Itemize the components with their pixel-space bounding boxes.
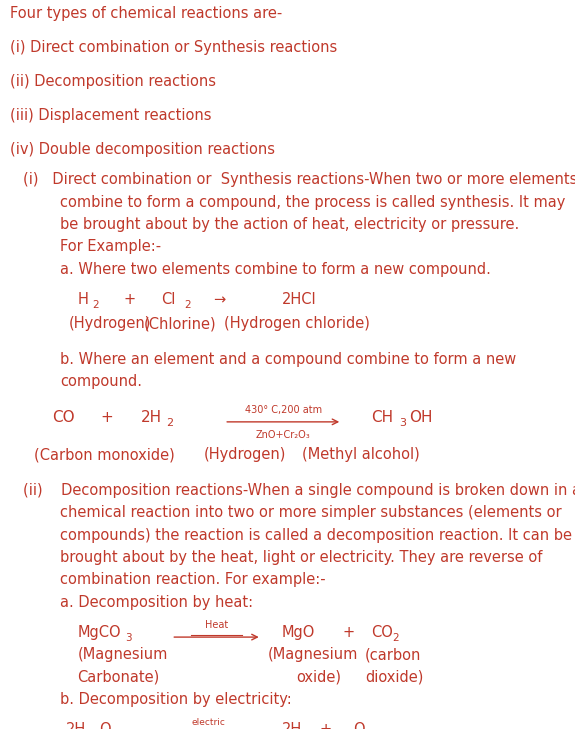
Text: +: + <box>319 722 331 729</box>
Text: (iv) Double decomposition reactions: (iv) Double decomposition reactions <box>10 142 275 157</box>
Text: 2H: 2H <box>66 722 86 729</box>
Text: brought about by the heat, light or electricity. They are reverse of: brought about by the heat, light or elec… <box>60 550 543 565</box>
Text: ZnO+Cr₂O₃: ZnO+Cr₂O₃ <box>256 430 310 440</box>
Text: 2: 2 <box>166 418 173 428</box>
Text: dioxide): dioxide) <box>365 670 424 685</box>
Text: MgO: MgO <box>282 625 315 640</box>
Text: b. Where an element and a compound combine to form a new: b. Where an element and a compound combi… <box>60 352 516 367</box>
Text: For Example:-: For Example:- <box>60 239 162 254</box>
Text: a. Where two elements combine to form a new compound.: a. Where two elements combine to form a … <box>60 262 491 276</box>
Text: (Methyl alcohol): (Methyl alcohol) <box>302 448 420 462</box>
Text: Heat: Heat <box>205 620 228 630</box>
Text: CH: CH <box>371 410 393 425</box>
Text: Four types of chemical reactions are-: Four types of chemical reactions are- <box>10 7 282 21</box>
Text: 2: 2 <box>184 300 191 310</box>
Text: (Hydrogen): (Hydrogen) <box>69 316 151 331</box>
Text: (Chlorine): (Chlorine) <box>144 316 216 331</box>
Text: (Carbon monoxide): (Carbon monoxide) <box>34 448 175 462</box>
Text: 2H: 2H <box>141 410 162 425</box>
Text: compound.: compound. <box>60 374 143 389</box>
Text: 3: 3 <box>125 633 132 643</box>
Text: compounds) the reaction is called a decomposition reaction. It can be: compounds) the reaction is called a deco… <box>60 528 572 543</box>
Text: (Hydrogen): (Hydrogen) <box>204 448 286 462</box>
Text: 3: 3 <box>400 418 407 428</box>
Text: combination reaction. For example:-: combination reaction. For example:- <box>60 572 326 588</box>
Text: 2: 2 <box>392 633 399 643</box>
Text: →: → <box>213 292 225 307</box>
Text: Carbonate): Carbonate) <box>78 670 160 685</box>
Text: Cl: Cl <box>161 292 175 307</box>
Text: (carbon: (carbon <box>365 647 421 663</box>
Text: 2: 2 <box>92 300 99 310</box>
Text: +: + <box>101 410 113 425</box>
Text: CO: CO <box>52 410 74 425</box>
Text: electric: electric <box>191 718 225 727</box>
Text: (ii) Decomposition reactions: (ii) Decomposition reactions <box>10 74 216 89</box>
Text: +: + <box>124 292 136 307</box>
Text: (Hydrogen chloride): (Hydrogen chloride) <box>224 316 370 331</box>
Text: (i) Direct combination or Synthesis reactions: (i) Direct combination or Synthesis reac… <box>10 40 338 55</box>
Text: OH: OH <box>409 410 433 425</box>
Text: (i)   Direct combination or  Synthesis reactions-When two or more elements: (i) Direct combination or Synthesis reac… <box>23 172 575 187</box>
Text: a. Decomposition by heat:: a. Decomposition by heat: <box>60 595 254 609</box>
Text: O: O <box>354 722 365 729</box>
Text: (ii)    Decomposition reactions-When a single compound is broken down in a: (ii) Decomposition reactions-When a sing… <box>23 483 575 498</box>
Text: be brought about by the action of heat, electricity or pressure.: be brought about by the action of heat, … <box>60 217 520 232</box>
Text: combine to form a compound, the process is called synthesis. It may: combine to form a compound, the process … <box>60 195 566 210</box>
Text: MgCO: MgCO <box>78 625 121 640</box>
Text: (Magnesium: (Magnesium <box>267 647 358 663</box>
Text: 2H: 2H <box>282 722 302 729</box>
Text: oxide): oxide) <box>296 670 341 685</box>
Text: (Magnesium: (Magnesium <box>78 647 168 663</box>
Text: H: H <box>78 292 89 307</box>
Text: chemical reaction into two or more simpler substances (elements or: chemical reaction into two or more simpl… <box>60 505 562 521</box>
Text: 2HCl: 2HCl <box>282 292 316 307</box>
Text: O: O <box>99 722 111 729</box>
Text: +: + <box>342 625 354 640</box>
Text: b. Decomposition by electricity:: b. Decomposition by electricity: <box>60 692 292 707</box>
Text: 430° C,200 atm: 430° C,200 atm <box>244 405 322 415</box>
Text: (iii) Displacement reactions: (iii) Displacement reactions <box>10 108 212 123</box>
Text: CO: CO <box>371 625 393 640</box>
